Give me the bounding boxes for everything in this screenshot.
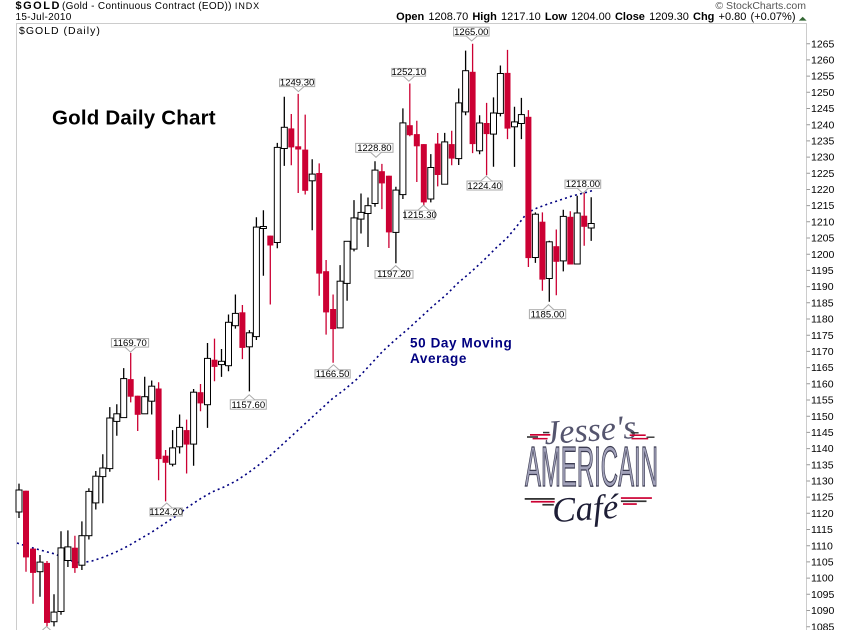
svg-text:1170: 1170: [811, 346, 834, 358]
svg-text:1230: 1230: [811, 152, 835, 164]
svg-text:1197.20: 1197.20: [377, 269, 411, 280]
svg-text:1145: 1145: [811, 427, 834, 439]
svg-text:1140: 1140: [811, 443, 834, 455]
svg-text:1125: 1125: [811, 492, 834, 504]
svg-text:1120: 1120: [811, 508, 834, 520]
svg-text:1225: 1225: [811, 168, 835, 180]
svg-text:$GOLD: $GOLD: [16, 0, 61, 12]
svg-text:1228.80: 1228.80: [357, 143, 391, 154]
svg-text:1240: 1240: [811, 119, 835, 131]
svg-text:50 Day Moving: 50 Day Moving: [410, 336, 512, 351]
svg-text:1135: 1135: [811, 459, 834, 471]
svg-text:$GOLD (Daily): $GOLD (Daily): [19, 25, 101, 37]
svg-text:1166.50: 1166.50: [316, 369, 350, 380]
svg-text:1155: 1155: [811, 395, 834, 407]
svg-text:1157.60: 1157.60: [231, 400, 265, 411]
svg-text:1124.20: 1124.20: [149, 507, 183, 518]
svg-text:AMERICAIN: AMERICAIN: [525, 434, 658, 498]
svg-text:1200: 1200: [811, 249, 835, 261]
svg-text:1210: 1210: [811, 216, 835, 228]
svg-text:1175: 1175: [811, 330, 834, 342]
svg-text:1195: 1195: [811, 265, 834, 277]
svg-text:Average: Average: [410, 351, 467, 366]
svg-text:1160: 1160: [811, 378, 834, 390]
svg-text:1255: 1255: [811, 71, 835, 83]
svg-text:1260: 1260: [811, 55, 835, 67]
svg-text:1250: 1250: [811, 87, 835, 99]
svg-text:1100: 1100: [811, 573, 834, 585]
svg-text:1185.00: 1185.00: [531, 309, 565, 320]
svg-text:1085: 1085: [811, 621, 835, 630]
svg-text:1252.10: 1252.10: [392, 67, 426, 78]
svg-text:Jesse's: Jesse's: [543, 409, 638, 452]
svg-text:1224.40: 1224.40: [467, 181, 501, 192]
svg-text:1180: 1180: [811, 314, 834, 326]
svg-text:1130: 1130: [811, 476, 834, 488]
svg-text:1220: 1220: [811, 184, 835, 196]
svg-text:15-Jul-2010: 15-Jul-2010: [16, 12, 72, 23]
svg-text:1215: 1215: [811, 200, 835, 212]
svg-text:1245: 1245: [811, 103, 835, 115]
svg-text:Gold Daily Chart: Gold Daily Chart: [52, 107, 216, 130]
svg-text:Open 1208.70 High 1217.10 Low: Open 1208.70 High 1217.10 Low 1204.00 Cl…: [396, 11, 795, 23]
svg-text:1165: 1165: [811, 362, 834, 374]
svg-text:Café: Café: [551, 487, 621, 531]
svg-text:1235: 1235: [811, 136, 835, 148]
svg-text:1169.70: 1169.70: [113, 338, 147, 349]
svg-text:1185: 1185: [811, 297, 834, 309]
svg-text:1150: 1150: [811, 411, 834, 423]
svg-text:1115: 1115: [811, 524, 833, 536]
svg-text:1265: 1265: [811, 38, 835, 50]
svg-text:1215.30: 1215.30: [402, 210, 436, 221]
svg-text:1090: 1090: [811, 605, 835, 617]
svg-text:1110: 1110: [811, 540, 833, 552]
svg-text:© StockCharts.com: © StockCharts.com: [715, 0, 806, 12]
svg-text:1249.30: 1249.30: [280, 77, 314, 88]
svg-text:1218.00: 1218.00: [566, 179, 600, 190]
svg-text:1205: 1205: [811, 233, 835, 245]
svg-text:1265.00: 1265.00: [454, 27, 488, 38]
svg-text:1190: 1190: [811, 281, 834, 293]
svg-text:1105: 1105: [811, 557, 834, 569]
svg-text:(Gold - Continuous Contract (E: (Gold - Continuous Contract (EOD)) INDX: [62, 1, 260, 12]
svg-text:1095: 1095: [811, 589, 835, 601]
